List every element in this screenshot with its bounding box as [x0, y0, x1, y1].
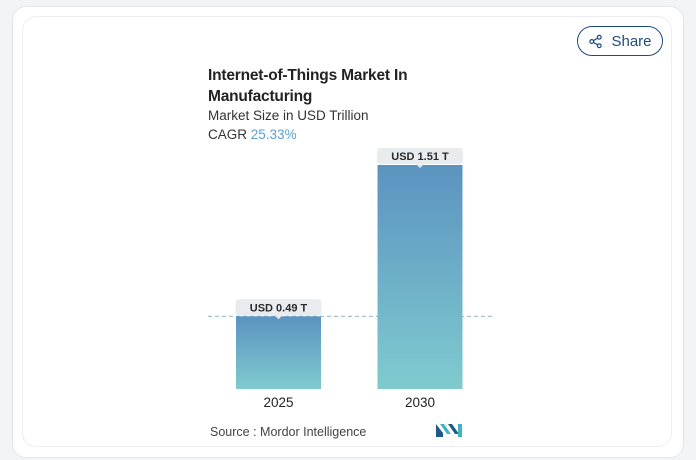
chart-card [22, 16, 672, 447]
bar-2030 [377, 165, 463, 389]
source-line: Source : Mordor Intelligence [210, 425, 366, 439]
source-name: Mordor Intelligence [260, 425, 367, 439]
share-icon [589, 34, 603, 48]
data-label: USD 0.49 T [250, 302, 308, 314]
bar-2025 [236, 316, 321, 389]
data-label: USD 1.51 T [391, 151, 449, 163]
data-label-pointer [274, 315, 283, 320]
x-tick-label: 2025 [263, 395, 293, 410]
chart-title: Internet-of-Things Market In Manufacturi… [208, 67, 408, 105]
cagr-label: CAGR [208, 127, 248, 142]
data-label-bg [235, 299, 322, 316]
share-label: Share [611, 32, 652, 50]
data-label-pointer [416, 164, 424, 168]
x-tick-label: 2030 [405, 395, 435, 410]
data-label-bg [377, 148, 463, 164]
cagr-line: CAGR 25.33% [208, 127, 297, 142]
cagr-value: 25.33% [250, 127, 297, 142]
chart-subtitle: Market Size in USD Trillion [208, 108, 369, 123]
mordor-intelligence-logo-icon [436, 424, 462, 437]
source-label: Source : [210, 425, 257, 439]
share-button[interactable]: Share [577, 26, 663, 56]
